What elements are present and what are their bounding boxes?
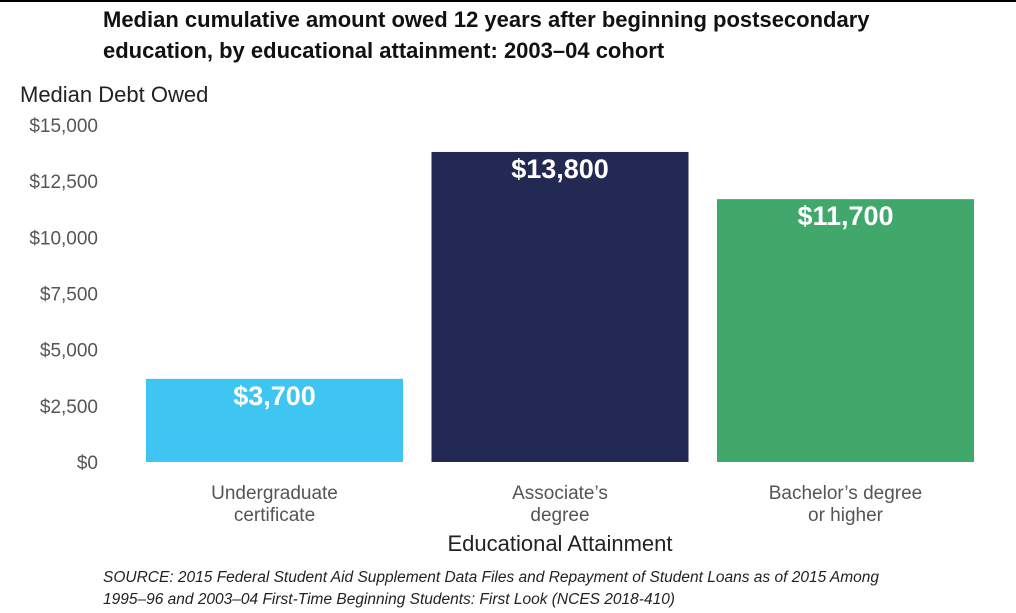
y-tick-label: $7,500 (40, 285, 98, 306)
top-rule (0, 0, 1016, 2)
x-axis-label: Educational Attainment (447, 531, 673, 556)
x-category-label: certificate (234, 505, 315, 526)
y-tick-label: $12,500 (29, 172, 98, 193)
source-line-2: 1995–96 and 2003–04 First-Time Beginning… (103, 591, 675, 608)
bar (431, 151, 689, 462)
bar (146, 378, 403, 462)
y-tick-label: $15,000 (29, 116, 98, 137)
x-category-label: or higher (808, 505, 884, 526)
data-label: $11,700 (797, 201, 893, 231)
data-label: $13,800 (511, 154, 609, 184)
source-line-1: SOURCE: 2015 Federal Student Aid Supplem… (103, 569, 880, 586)
y-axis-label: Median Debt Owed (20, 82, 209, 107)
y-tick-label: $5,000 (40, 341, 98, 362)
chart-title-line-2: education, by educational attainment: 20… (103, 38, 665, 63)
bar (717, 199, 974, 462)
y-tick-label: $10,000 (29, 228, 98, 249)
data-label: $3,700 (233, 381, 316, 411)
chart-title: Median cumulative amount owed 12 years a… (103, 4, 1003, 66)
y-tick-label: $0 (77, 453, 98, 474)
x-category-label: Bachelor’s degree (769, 483, 923, 504)
x-category-label: Undergraduate (211, 483, 338, 504)
chart-title-line-1: Median cumulative amount owed 12 years a… (103, 7, 870, 32)
source-note: SOURCE: 2015 Federal Student Aid Supplem… (103, 567, 1003, 611)
x-category-label: degree (530, 505, 589, 526)
y-tick-label: $2,500 (40, 397, 98, 418)
x-category-label: Associate’s (512, 483, 608, 504)
